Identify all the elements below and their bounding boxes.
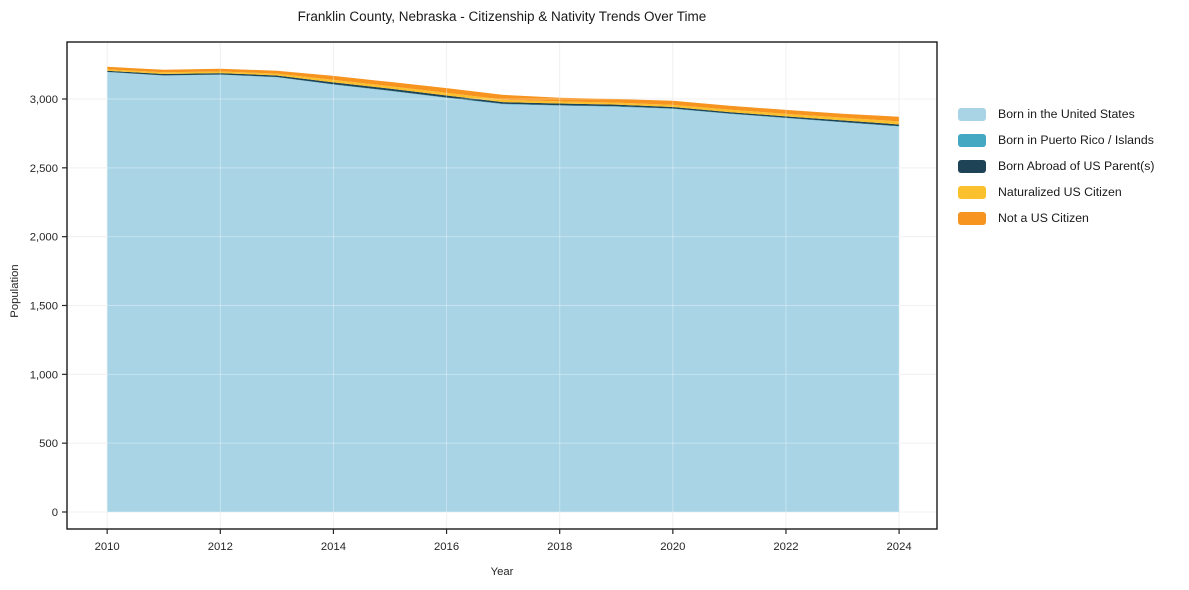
- area-series-born-in-the-united-states: [107, 72, 900, 513]
- x-tick-label: 2012: [208, 541, 233, 553]
- legend-label: Naturalized US Citizen: [998, 185, 1122, 199]
- legend-item-born-abroad-of-us-parent-s: Born Abroad of US Parent(s): [958, 153, 1155, 179]
- legend-item-born-in-puerto-rico-islands: Born in Puerto Rico / Islands: [958, 127, 1155, 153]
- legend-label: Born in Puerto Rico / Islands: [998, 133, 1154, 147]
- chart-title: Franklin County, Nebraska - Citizenship …: [297, 9, 707, 24]
- legend-item-born-in-the-united-states: Born in the United States: [958, 101, 1155, 127]
- legend-swatch-icon: [958, 159, 986, 173]
- y-tick-label: 2,000: [30, 232, 58, 244]
- y-axis-label: Population: [9, 264, 21, 318]
- x-tick-label: 2014: [321, 541, 346, 553]
- legend-item-naturalized-us-citizen: Naturalized US Citizen: [958, 179, 1155, 205]
- y-tick-label: 1,000: [30, 369, 58, 381]
- plot-border: [66, 41, 938, 530]
- legend-swatch-icon: [958, 185, 986, 199]
- legend-label: Born Abroad of US Parent(s): [998, 159, 1155, 173]
- legend-label: Not a US Citizen: [998, 211, 1089, 225]
- legend-swatch-icon: [958, 107, 986, 121]
- y-tick-label: 2,500: [30, 163, 58, 175]
- x-tick-label: 2018: [547, 541, 572, 553]
- x-tick-label: 2010: [95, 541, 120, 553]
- x-axis-label: Year: [490, 566, 514, 578]
- area-series-not-a-us-citizen: [107, 66, 900, 122]
- x-tick-label: 2024: [887, 541, 912, 553]
- y-tick-label: 500: [39, 438, 58, 450]
- legend-label: Born in the United States: [998, 107, 1135, 121]
- y-tick-label: 1,500: [30, 300, 58, 312]
- legend: Born in the United States Born in Puerto …: [958, 101, 1155, 231]
- legend-swatch-icon: [958, 133, 986, 147]
- x-tick-label: 2020: [660, 541, 685, 553]
- x-tick-label: 2022: [773, 541, 798, 553]
- y-tick-label: 3,000: [30, 94, 58, 106]
- x-tick-label: 2016: [434, 541, 459, 553]
- legend-item-not-a-us-citizen: Not a US Citizen: [958, 205, 1155, 231]
- y-tick-label: 0: [52, 507, 58, 519]
- legend-swatch-icon: [958, 211, 986, 225]
